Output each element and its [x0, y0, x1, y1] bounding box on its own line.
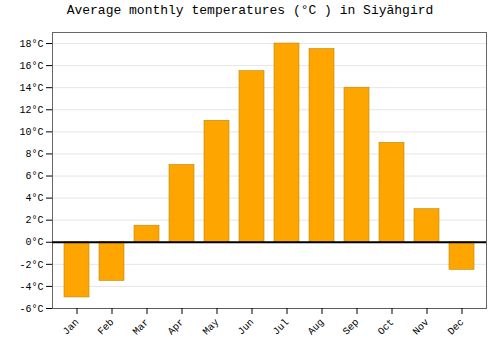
svg-text:May: May: [201, 317, 222, 338]
svg-text:6°C: 6°C: [25, 171, 43, 182]
svg-text:-4°C: -4°C: [19, 282, 43, 293]
svg-text:18°C: 18°C: [19, 39, 43, 50]
svg-text:-6°C: -6°C: [19, 304, 43, 315]
svg-text:0°C: 0°C: [25, 237, 43, 248]
svg-text:Jun: Jun: [236, 317, 257, 338]
svg-text:Mar: Mar: [131, 317, 152, 338]
svg-text:Nov: Nov: [411, 317, 432, 338]
svg-text:2°C: 2°C: [25, 215, 43, 226]
svg-text:Oct: Oct: [376, 317, 397, 338]
svg-text:-2°C: -2°C: [19, 260, 43, 271]
svg-text:Aug: Aug: [306, 317, 327, 338]
svg-text:Dec: Dec: [446, 317, 467, 338]
svg-text:Jul: Jul: [271, 317, 292, 338]
html-text:Average monthly temperatures (: Average monthly temperatures (°C ) in Si…: [66, 3, 434, 18]
svg-text:14°C: 14°C: [19, 83, 43, 94]
svg-text:Apr: Apr: [166, 317, 187, 338]
svg-text:12°C: 12°C: [19, 105, 43, 116]
svg-text:Jan: Jan: [61, 317, 82, 338]
svg-text:4°C: 4°C: [25, 193, 43, 204]
svg-text:16°C: 16°C: [19, 61, 43, 72]
svg-text:8°C: 8°C: [25, 149, 43, 160]
svg-text:Feb: Feb: [96, 317, 117, 338]
svg-text:Sep: Sep: [341, 317, 362, 338]
svg-text:10°C: 10°C: [19, 127, 43, 138]
